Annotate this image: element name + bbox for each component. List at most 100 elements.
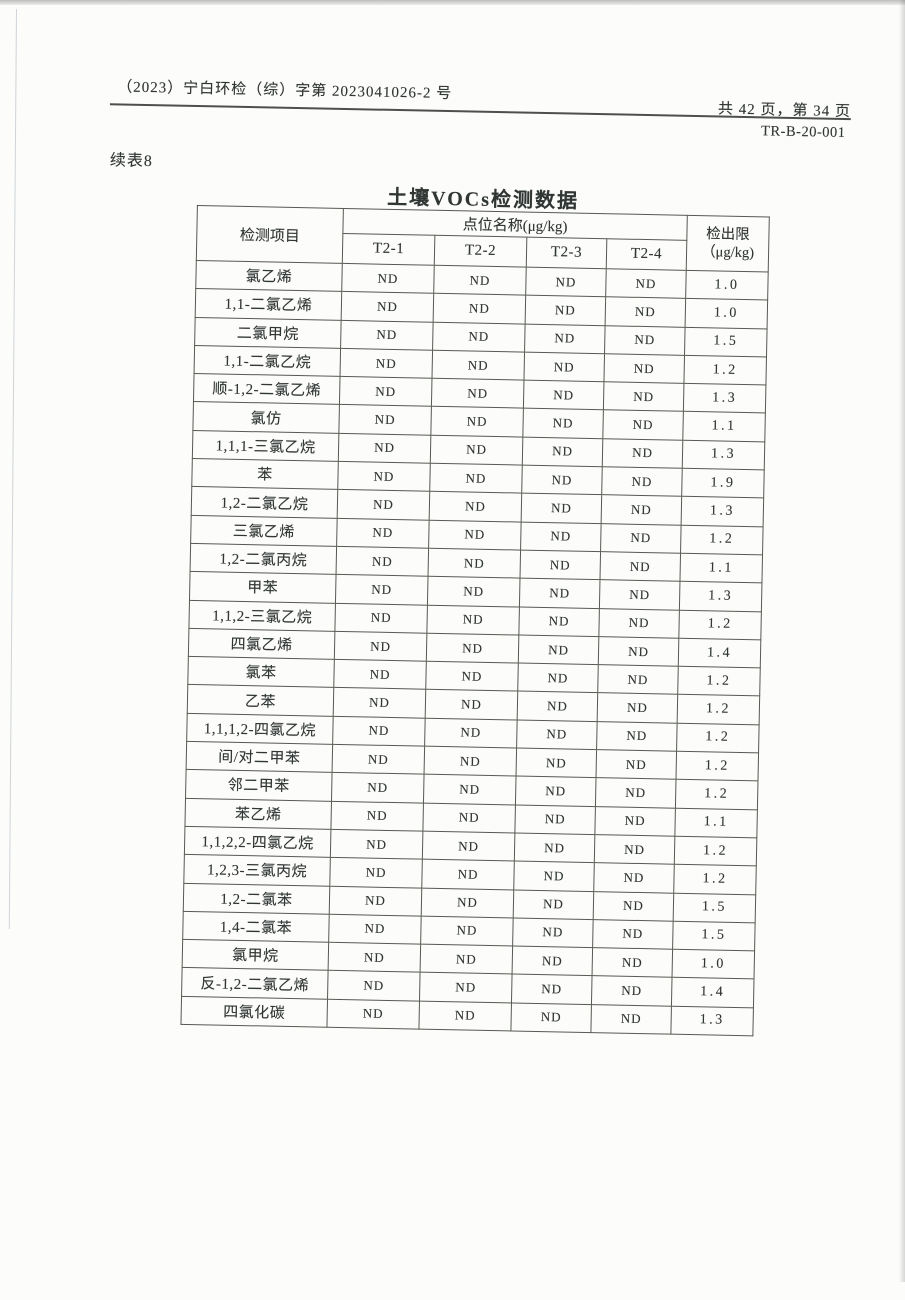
analyte-name: 三氯乙烯 [190, 515, 338, 547]
limit-cell: 1.2 [677, 666, 761, 697]
col-header-limit-line1: 检出限 [706, 226, 750, 243]
limit-cell: 1.2 [683, 355, 767, 386]
result-cell: ND [594, 834, 675, 865]
result-cell: ND [605, 268, 687, 299]
result-cell: ND [419, 972, 513, 1003]
result-cell: ND [602, 438, 683, 469]
result-cell: ND [332, 716, 426, 747]
result-cell: ND [424, 746, 517, 777]
result-cell: ND [430, 406, 524, 437]
result-cell: ND [420, 915, 514, 947]
limit-cell: 1.3 [683, 383, 766, 414]
result-cell: ND [601, 495, 682, 525]
limit-cell: 1.1 [679, 553, 763, 584]
limit-cell: 1.2 [678, 609, 762, 640]
analyte-name: 氯苯 [187, 656, 335, 688]
limit-cell: 1.9 [681, 468, 765, 499]
result-cell: ND [596, 749, 677, 780]
result-cell: ND [593, 891, 674, 922]
result-cell: ND [522, 408, 604, 439]
result-cell: ND [340, 320, 434, 351]
result-cell: ND [600, 523, 682, 554]
result-cell: ND [329, 885, 422, 916]
result-cell: ND [333, 659, 427, 690]
limit-cell: 1.5 [673, 892, 756, 923]
col-header-limit: 检出限 （μg/kg) [686, 215, 770, 272]
analyte-name: 顺-1,2-二氯乙烯 [193, 373, 341, 405]
result-cell: ND [429, 463, 523, 494]
limit-cell: 1.0 [672, 949, 755, 980]
analyte-name: 1,1,2,2-四氯乙烷 [184, 826, 331, 858]
limit-cell: 1.3 [681, 496, 764, 527]
result-cell: ND [428, 519, 522, 551]
result-cell: ND [328, 942, 421, 973]
result-cell: ND [517, 663, 599, 694]
col-header-point-1: T2-1 [342, 233, 435, 266]
result-cell: ND [523, 351, 605, 382]
col-header-point-4: T2-4 [606, 238, 687, 271]
result-cell: ND [512, 946, 593, 977]
result-cell: ND [510, 1002, 592, 1033]
limit-cell: 1.1 [674, 807, 758, 838]
result-cell: ND [329, 857, 423, 888]
limit-cell: 1.2 [680, 524, 764, 555]
result-cell: ND [433, 293, 526, 324]
result-cell: ND [517, 691, 598, 722]
result-cell: ND [425, 689, 518, 720]
col-header-item: 检测项目 [196, 205, 344, 264]
result-cell: ND [330, 829, 423, 860]
result-cell: ND [603, 353, 685, 384]
limit-cell: 1.5 [684, 326, 768, 357]
limit-cell: 1.1 [682, 411, 766, 442]
result-cell: ND [590, 1004, 672, 1035]
limit-cell: 1.2 [677, 694, 760, 725]
result-cell: ND [511, 974, 593, 1005]
result-cell: ND [422, 802, 516, 833]
result-cell: ND [422, 831, 515, 862]
analyte-name: 1,2-二氯苯 [183, 882, 330, 915]
result-cell: ND [421, 859, 515, 890]
analyte-name: 1,2-二氯丙烷 [190, 543, 337, 575]
result-cell: ND [425, 661, 519, 692]
limit-cell: 1.0 [685, 298, 768, 329]
result-cell: ND [330, 800, 424, 832]
result-cell: ND [337, 461, 431, 492]
result-cell: ND [338, 433, 431, 464]
limit-cell: 1.4 [671, 977, 755, 1008]
limit-cell: 1.5 [672, 921, 756, 951]
result-cell: ND [512, 917, 594, 948]
limit-cell: 1.2 [673, 864, 757, 895]
limit-cell: 1.0 [685, 270, 769, 301]
result-cell: ND [430, 435, 523, 466]
result-cell: ND [597, 693, 678, 723]
result-cell: ND [432, 321, 526, 352]
result-cell: ND [426, 633, 519, 664]
col-header-point-2: T2-2 [434, 235, 527, 268]
result-cell: ND [601, 466, 683, 497]
analyte-name: 1,2-二氯乙烷 [191, 486, 338, 519]
result-cell: ND [326, 998, 420, 1030]
result-cell: ND [519, 550, 601, 580]
limit-cell: 1.3 [679, 581, 762, 612]
result-cell: ND [424, 717, 518, 749]
result-cell: ND [431, 378, 524, 409]
limit-cell: 1.2 [676, 751, 759, 782]
result-cell: ND [523, 380, 604, 411]
result-cell: ND [593, 862, 675, 893]
result-cell: ND [525, 295, 606, 326]
analyte-name: 1,1,1-三氯乙烷 [192, 430, 339, 462]
result-cell: ND [604, 325, 686, 356]
analyte-name: 1,1,1,2-四氯乙烷 [186, 713, 334, 745]
result-cell: ND [599, 551, 681, 582]
analyte-name: 四氯化碳 [180, 996, 328, 1028]
voc-table-body: 氯乙烯 ND ND ND ND 1.0 1,1-二氯乙烯 ND ND ND ND 1.0 二氯甲烷 ND N… [180, 260, 769, 1036]
continued-table-label: 续表8 [109, 152, 153, 171]
analyte-name: 氯甲烷 [182, 939, 329, 971]
result-cell: ND [516, 719, 598, 750]
result-cell: ND [518, 634, 599, 665]
result-cell: ND [592, 947, 673, 978]
analyte-name: 1,1-二氯乙烷 [194, 345, 341, 377]
document-number: （2023）宁白环检（综）字第 2023041026-2 号 [117, 79, 453, 103]
result-cell: ND [605, 297, 686, 327]
